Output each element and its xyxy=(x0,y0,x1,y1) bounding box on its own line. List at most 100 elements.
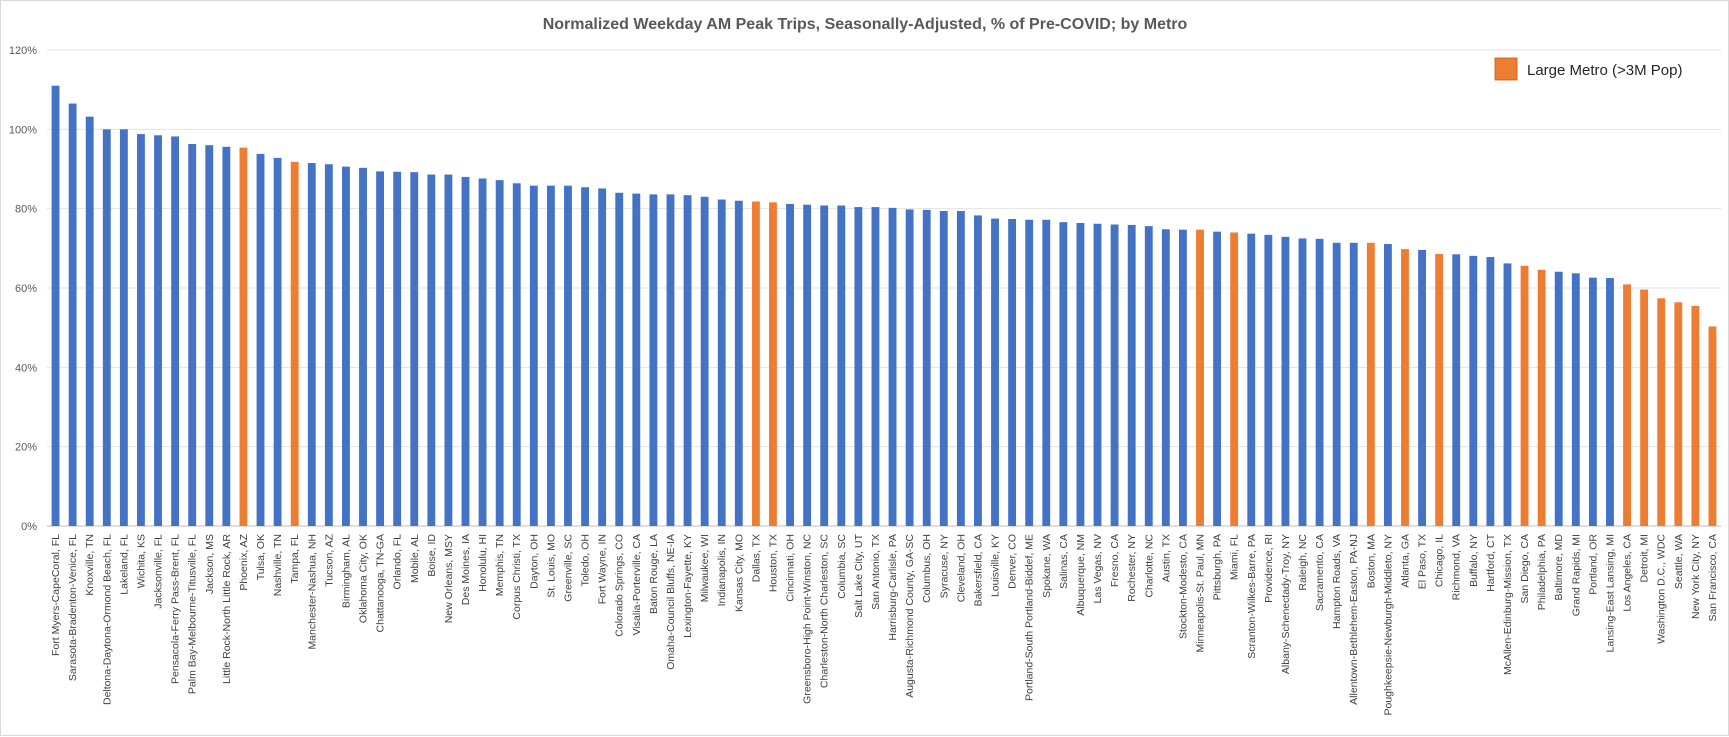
x-category-label: Chattanooga, TN-GA xyxy=(375,534,387,632)
bar xyxy=(102,129,111,527)
bar xyxy=(1213,231,1222,526)
bar xyxy=(273,157,282,527)
x-category-label: Seattle, WA xyxy=(1673,534,1685,589)
bar xyxy=(751,201,760,526)
legend-swatch-large-metro xyxy=(1494,57,1518,81)
bar xyxy=(1110,224,1119,527)
bar xyxy=(51,85,60,526)
x-category-label: Greensboro-High Point-Winston, NC xyxy=(802,534,814,704)
x-category-label: El Paso, TX xyxy=(1417,534,1429,589)
bar xyxy=(1503,263,1512,526)
bar xyxy=(734,200,743,526)
bar xyxy=(1623,284,1631,526)
y-tick-label: 60% xyxy=(15,283,37,295)
x-category-label: Milwaukee, WI xyxy=(699,534,711,602)
bar xyxy=(1418,249,1427,527)
x-category-label: Nashville, TN xyxy=(272,534,284,596)
bar xyxy=(1520,265,1529,526)
bar xyxy=(564,185,572,526)
x-category-label: Sacramento, CA xyxy=(1314,534,1326,611)
x-category-label: Boston, MA xyxy=(1365,534,1377,588)
bar xyxy=(1349,242,1358,526)
x-category-label: Washington D.C., WDC xyxy=(1656,534,1668,644)
bar xyxy=(137,134,145,527)
bars xyxy=(51,85,1717,527)
bar xyxy=(512,183,521,526)
bar xyxy=(717,199,726,526)
x-category-label: Salinas, CA xyxy=(1058,534,1070,589)
x-category-label: Fort Wayne, IN xyxy=(597,534,609,604)
x-category-label: Charleston-North Charleston, SC xyxy=(819,534,831,688)
x-category-label: Omaha-Council Bluffs, NE-IA xyxy=(665,534,677,670)
bar xyxy=(307,163,316,527)
bar xyxy=(991,218,999,527)
x-category-label: Pensacola-Ferry Pass-Brent, FL xyxy=(170,534,182,684)
x-category-label: Jackson, MS xyxy=(204,534,216,594)
x-category-label: Mobile, AL xyxy=(409,534,421,583)
x-category-label: Lakeland, FL xyxy=(118,534,130,595)
x-axis-labels: Fort Myers-CapeCoral, FL Sarasota-Bradent… xyxy=(50,533,1719,715)
bar xyxy=(1059,222,1068,527)
x-category-label: Cleveland, OH xyxy=(955,534,967,602)
x-category-label: Deltona-Daytona-Ormond Beach, FL xyxy=(101,534,113,705)
bar xyxy=(1691,305,1700,526)
x-category-label: Bakersfield, CA xyxy=(972,534,984,606)
x-category-label: Los Angeles, CA xyxy=(1622,534,1634,612)
x-category-label: Allentown-Bethlehem-Easton, PA-NJ xyxy=(1348,534,1360,705)
x-category-label: San Diego, CA xyxy=(1519,534,1531,603)
bar xyxy=(1008,218,1017,527)
x-category-label: Manchester-Nashua, NH xyxy=(306,534,318,650)
x-category-label: Harrisburg-Carlisle, PA xyxy=(887,534,899,641)
x-category-label: Atlanta, GA xyxy=(1399,534,1411,588)
x-category-label: Des Moines, IA xyxy=(460,534,472,605)
x-category-label: Syracuse, NY xyxy=(938,534,950,598)
bar xyxy=(461,176,470,526)
bar xyxy=(1247,233,1256,526)
bar xyxy=(1606,278,1614,526)
x-category-label: Portland-South Portland-Biddef, ME xyxy=(1024,534,1036,701)
x-category-label: Orlando, FL xyxy=(392,534,404,590)
x-category-label: Columbus, OH xyxy=(921,534,933,603)
bar xyxy=(922,209,931,526)
x-category-label: Augusta-Richmond County, GA-SC xyxy=(904,534,916,698)
bar xyxy=(1161,229,1170,526)
x-category-label: Denver, CO xyxy=(1007,534,1019,589)
x-category-label: Sarasota-Bradenton-Venice, FL xyxy=(67,534,79,681)
x-category-label: Stockton-Modesto, CA xyxy=(1177,534,1189,639)
x-category-label: Providence, RI xyxy=(1263,534,1275,603)
x-category-label: Toledo, OH xyxy=(580,534,592,587)
x-category-label: Wichita, KS xyxy=(135,534,147,588)
x-category-label: Jacksonville, FL xyxy=(153,534,165,609)
bar xyxy=(1281,236,1290,526)
bar xyxy=(939,211,948,526)
chart-title: Normalized Weekday AM Peak Trips, Season… xyxy=(543,16,1188,33)
bar xyxy=(1315,238,1324,526)
bar xyxy=(905,209,914,526)
x-category-label: Dallas, TX xyxy=(750,534,762,582)
x-category-label: Indianapolis, IN xyxy=(716,534,728,606)
bar xyxy=(239,147,248,526)
bar xyxy=(1230,232,1239,526)
bar xyxy=(1127,224,1136,526)
bar xyxy=(1144,226,1153,526)
x-category-label: Honolulu, HI xyxy=(477,534,489,592)
x-category-label: Philadelphia, PA xyxy=(1536,534,1548,610)
bar xyxy=(188,144,197,526)
x-category-label: Portland, OR xyxy=(1587,534,1599,595)
bar xyxy=(1537,269,1546,526)
x-category-label: Buffalo, NY xyxy=(1468,534,1480,587)
bar xyxy=(1383,243,1392,526)
bar xyxy=(68,103,77,527)
bar xyxy=(974,215,982,526)
bar xyxy=(1332,242,1341,526)
bar xyxy=(222,146,231,526)
bar xyxy=(1640,289,1649,526)
bar xyxy=(478,178,487,526)
x-category-label: Rochester, NY xyxy=(1126,534,1138,602)
x-category-label: Minneapolis-St. Paul, MN xyxy=(1195,534,1207,652)
x-category-label: Boise, ID xyxy=(426,534,438,577)
bar xyxy=(956,211,965,526)
x-category-label: Salt Lake City, UT xyxy=(853,533,865,617)
